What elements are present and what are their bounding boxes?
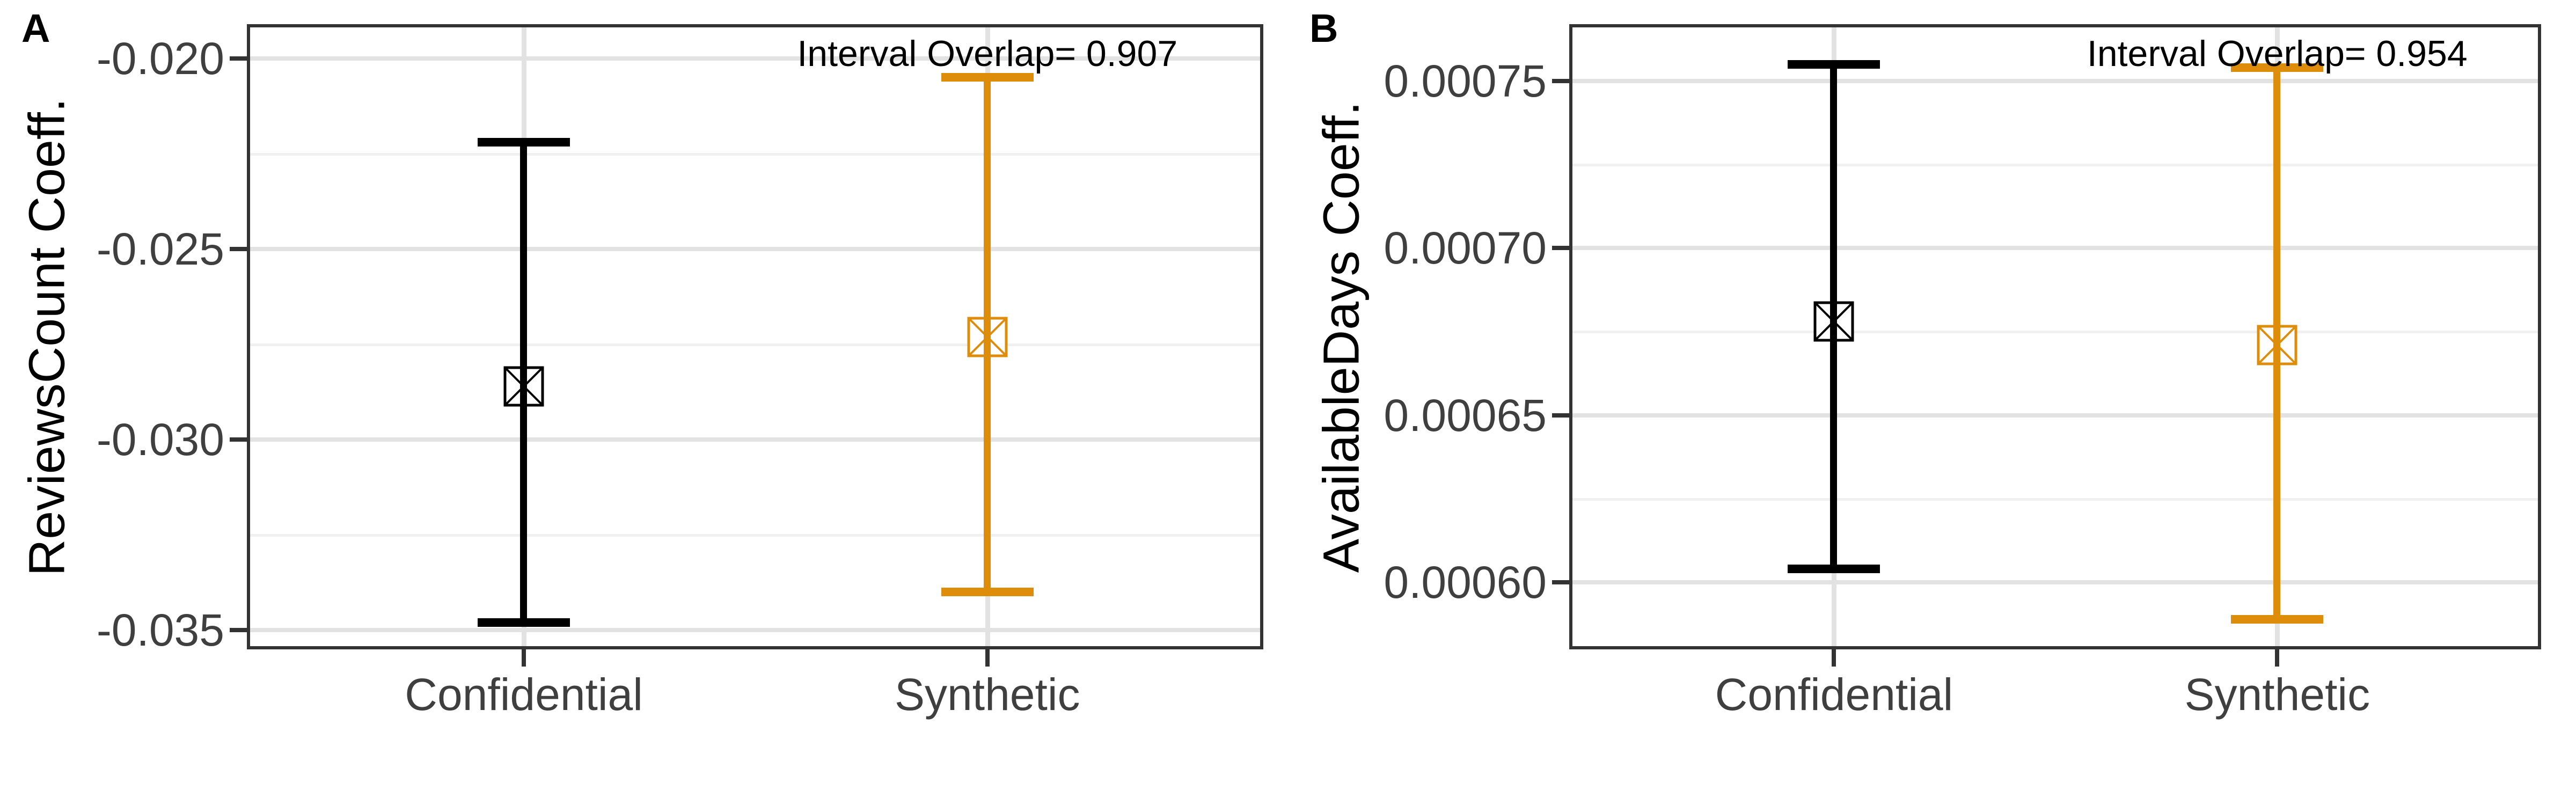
error-bar-cap-bottom [478,618,570,627]
y-tick-mark [1552,246,1569,251]
error-bar-synthetic [2273,67,2281,619]
error-bar-synthetic [983,77,991,592]
interval-overlap-annotation-a: Interval Overlap= 0.907 [797,33,1178,74]
panel-border [1569,24,2541,649]
error-bar-confidential [1830,64,1838,569]
y-axis-title-b: AvailableDays Coeff. [1313,101,1370,573]
gridline-minor [1569,331,2541,334]
gridline-minor [247,152,1263,156]
x-category-label-synthetic: Synthetic [2184,669,2370,720]
gridline-major [1569,78,2541,83]
y-tick-mark [1552,580,1569,585]
gridline-major [1569,246,2541,251]
y-tick-label: 0.00060 [1384,557,1547,608]
y-tick-label: -0.025 [96,224,224,275]
error-bar-cap-top [2231,63,2324,72]
x-tick-mark [985,649,990,667]
gridline-major [247,437,1263,442]
gridline-major [247,247,1263,252]
gridline-major [247,56,1263,61]
panel-tag-a: A [21,6,50,50]
y-tick-label: 0.00065 [1384,390,1547,441]
x-category-label-confidential: Confidential [1715,669,1953,720]
y-tick-mark [230,56,247,61]
gridline-major [247,628,1263,633]
x-tick-mark [2275,649,2280,667]
interval-overlap-annotation-b: Interval Overlap= 0.954 [2087,33,2468,74]
y-tick-mark [230,628,247,633]
error-bar-cap-bottom [941,588,1034,597]
y-tick-mark [1552,413,1569,418]
y-tick-label: -0.035 [96,605,224,656]
error-bar-cap-top [941,73,1034,82]
error-bar-cap-bottom [2231,614,2324,624]
y-tick-mark [230,437,247,442]
y-tick-label: -0.030 [96,414,224,465]
y-tick-mark [1552,78,1569,83]
gridline-minor [1569,163,2541,166]
y-tick-label: 0.00075 [1384,55,1547,106]
error-bar-cap-bottom [1788,565,1880,574]
gridline-minor [247,533,1263,537]
error-bar-confidential [520,142,528,623]
x-category-label-confidential: Confidential [405,669,643,720]
error-bar-cap-top [1788,60,1880,69]
error-bar-cap-top [478,138,570,147]
y-tick-label: -0.020 [96,33,224,84]
gridline-minor [1569,497,2541,501]
y-tick-label: 0.00070 [1384,223,1547,274]
x-tick-mark [522,649,526,667]
gridline-major [1569,580,2541,585]
x-tick-mark [1832,649,1836,667]
panel-tag-b: B [1309,6,1338,50]
panel-border [247,24,1263,649]
gridline-major [1569,413,2541,418]
y-tick-mark [230,247,247,252]
x-category-label-synthetic: Synthetic [895,669,1080,720]
gridline-minor [247,343,1263,346]
